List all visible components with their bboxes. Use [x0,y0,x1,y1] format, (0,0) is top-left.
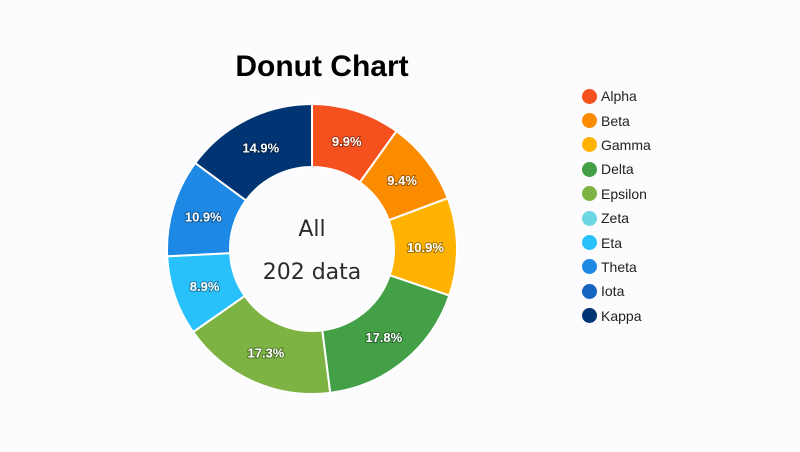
legend-swatch [582,259,597,275]
legend-item-zeta[interactable]: Zeta [582,206,651,230]
value-label-delta: 17.8% [365,330,402,345]
donut-slices [166,102,458,395]
legend-swatch [582,283,597,299]
value-label-gamma: 10.9% [407,240,444,255]
center-label-all: All [298,217,325,242]
legend-swatch [582,88,597,104]
legend-item-delta[interactable]: Delta [582,157,651,181]
legend-swatch [582,210,597,226]
legend-item-gamma[interactable]: Gamma [582,133,651,157]
legend-swatch [582,308,597,324]
legend-label: Gamma [601,136,651,153]
legend-swatch [582,137,597,153]
legend-item-iota[interactable]: Iota [582,279,651,303]
legend-item-epsilon[interactable]: Epsilon [582,182,651,206]
value-label-alpha: 9.9% [332,134,362,149]
value-label-eta: 8.9% [190,279,220,294]
legend-label: Delta [601,161,634,178]
center-label-count: 202 data [263,260,362,285]
legend-item-beta[interactable]: Beta [582,108,651,132]
legend-item-kappa[interactable]: Kappa [582,304,651,328]
legend-label: Kappa [601,307,642,324]
donut-slice-kappa[interactable] [193,102,313,202]
legend-label: Theta [601,258,637,275]
value-label-theta: 10.9% [185,209,222,224]
legend-label: Iota [601,283,625,300]
legend-swatch [582,186,597,202]
value-label-epsilon: 17.3% [248,346,285,361]
legend-label: Zeta [601,210,630,227]
value-label-kappa: 14.9% [242,141,279,156]
legend-swatch [582,113,597,129]
legend-label: Epsilon [601,185,647,202]
chart-title: Donut Chart [235,50,409,83]
legend-item-theta[interactable]: Theta [582,255,651,279]
legend-item-alpha[interactable]: Alpha [582,84,651,108]
value-label-beta: 9.4% [387,173,417,188]
legend-swatch [582,235,597,251]
legend-swatch [582,161,597,177]
legend-label: Beta [601,112,630,129]
legend-item-eta[interactable]: Eta [582,230,651,254]
chart-legend: Alpha Beta Gamma Delta Epsilon Zeta Eta Theta Io… [582,84,651,328]
legend-label: Eta [601,234,623,251]
legend-label: Alpha [601,88,637,105]
donut-value-labels: 9.9% 9.4% 10.9% 17.8% 17.3% 8.9% 10.9% 14.9% [184,133,445,362]
